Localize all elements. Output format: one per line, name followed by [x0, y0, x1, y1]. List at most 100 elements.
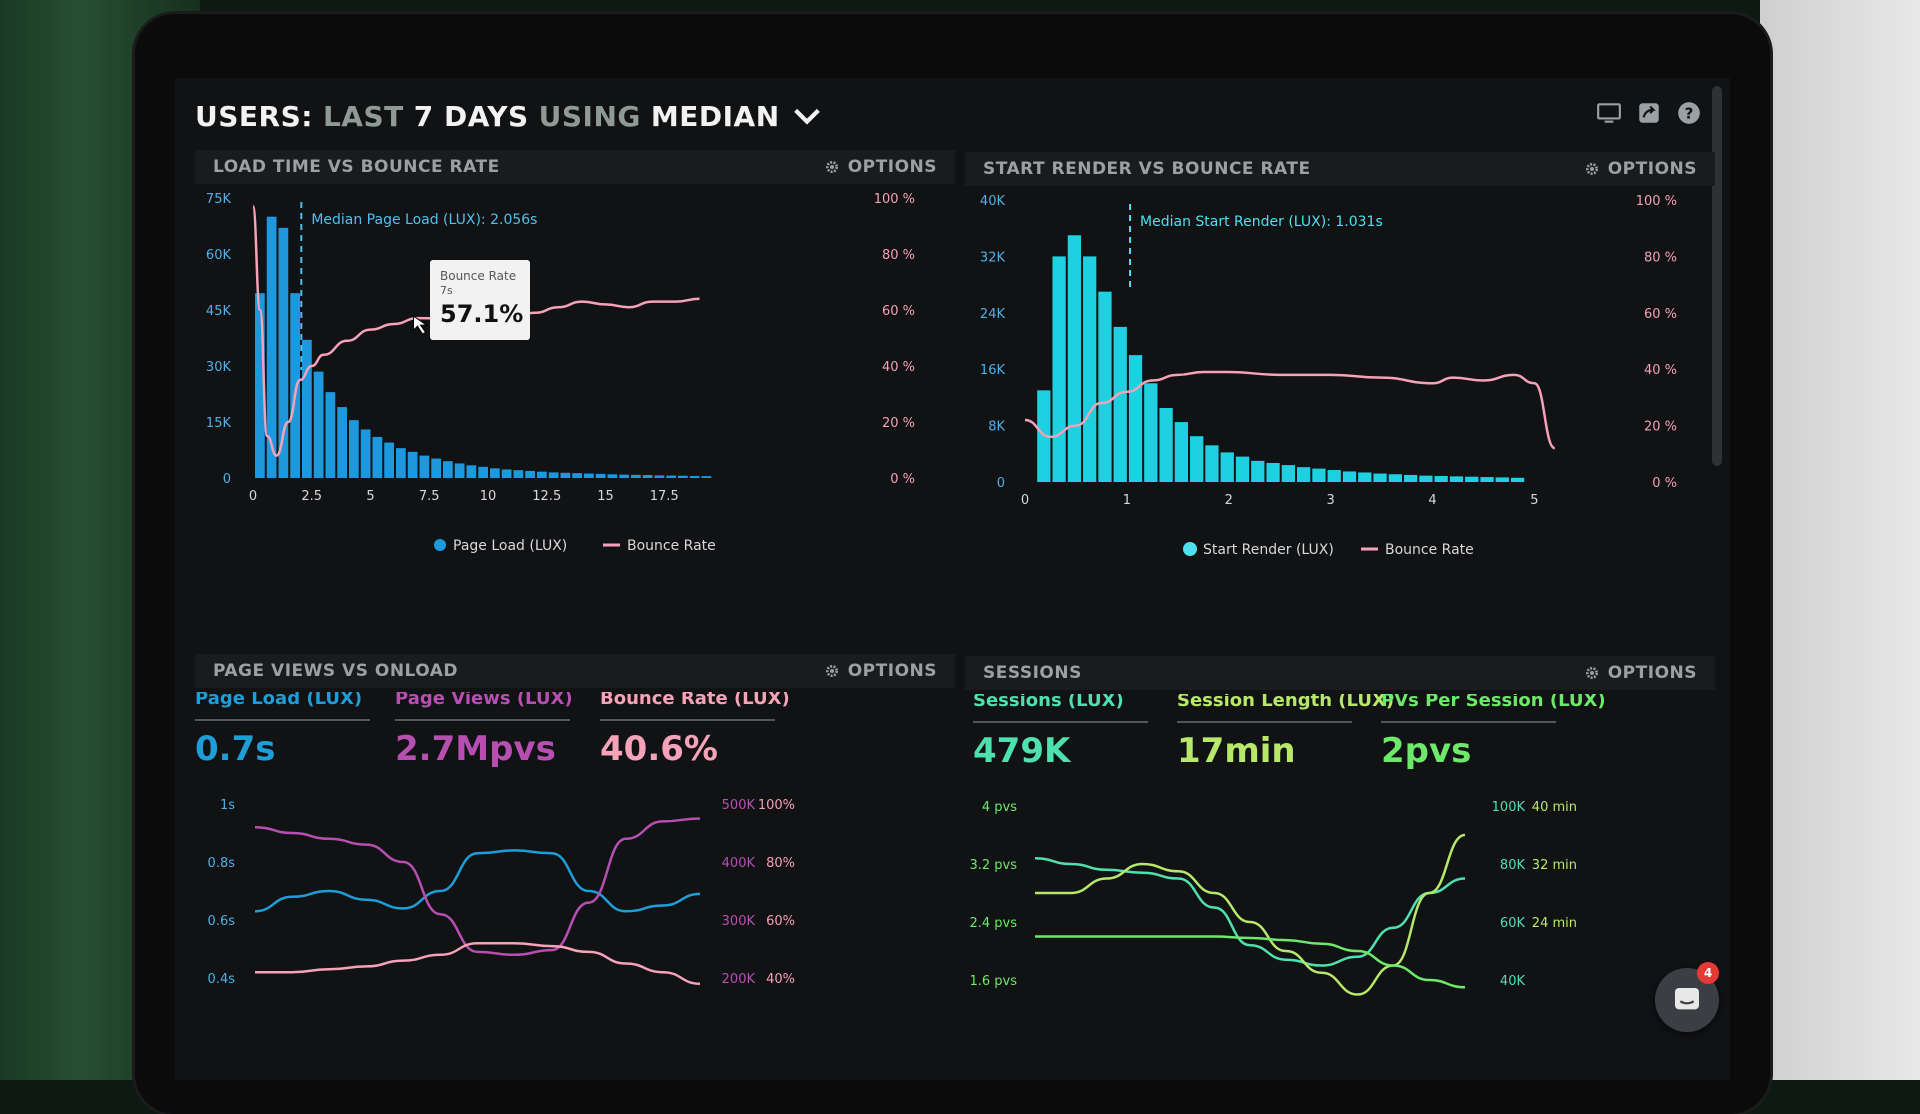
bar	[1266, 462, 1280, 482]
bar	[689, 475, 700, 478]
dashboard-screen: USERS: LAST 7 DAYS USING MEDIAN ? LOAD T…	[175, 78, 1730, 1080]
bar	[1403, 474, 1418, 482]
bar	[525, 470, 535, 478]
y-right-tick: 0 %	[890, 472, 915, 487]
scrollbar[interactable]	[1712, 86, 1722, 466]
title-using: USING	[538, 99, 641, 133]
x-tick: 2.5	[301, 489, 322, 504]
options-button[interactable]: OPTIONS	[824, 157, 937, 177]
legend-label: Start Render (LUX)	[1203, 542, 1334, 558]
y-right-tick: 24 min	[1532, 916, 1577, 931]
monitor-icon[interactable]	[1596, 100, 1622, 126]
y-left-tick: 0.8s	[208, 856, 236, 871]
y-right-tick: 40 %	[1644, 363, 1677, 378]
y-left-tick: 32K	[980, 250, 1006, 265]
x-tick: 15	[597, 489, 614, 504]
bar	[1220, 452, 1234, 482]
y-right-tick: 40%	[766, 972, 795, 987]
page-title[interactable]: USERS: LAST 7 DAYS USING MEDIAN	[195, 96, 824, 136]
notification-badge: 4	[1697, 962, 1719, 984]
bar	[619, 474, 629, 478]
panel-header: LOAD TIME VS BOUNCE RATE OPTIONS	[195, 150, 955, 184]
page-views-chart: Page Load (LUX) 0.7s Page Views (LUX) 2.7Mp…	[195, 692, 795, 987]
options-button[interactable]: OPTIONS	[1584, 663, 1697, 683]
y-left-tick: 0.4s	[208, 972, 236, 987]
y-right-tick: 60 %	[1644, 307, 1677, 322]
y-left-tick: 45K	[206, 304, 232, 319]
bar	[1205, 445, 1219, 482]
x-tick: 1	[1123, 493, 1131, 508]
metric-value: 17min	[1177, 731, 1296, 771]
sessions-chart: Sessions (LUX) 479K Session Length (LUX) 17…	[969, 694, 1606, 996]
help-icon[interactable]: ?	[1676, 100, 1702, 126]
bar	[1174, 422, 1189, 482]
chevron-down-icon[interactable]	[790, 99, 824, 133]
bar	[1480, 477, 1494, 482]
x-tick: 3	[1327, 493, 1335, 508]
options-button[interactable]: OPTIONS	[824, 661, 937, 681]
bar	[325, 392, 336, 478]
bar	[302, 339, 312, 478]
y-right-tick: 20 %	[882, 416, 915, 431]
metric-value: 479K	[973, 731, 1072, 771]
x-tick: 4	[1428, 493, 1436, 508]
y-right-tick: 80%	[766, 856, 795, 871]
bar	[1067, 235, 1082, 482]
bar	[1297, 467, 1311, 482]
bar	[1128, 355, 1143, 482]
bar	[1434, 476, 1448, 482]
bar	[1144, 383, 1158, 482]
bounce-rate-line	[251, 205, 700, 457]
bar	[431, 458, 441, 478]
bar	[266, 216, 277, 478]
metric-value: 0.7s	[195, 729, 275, 769]
share-icon[interactable]	[1636, 100, 1662, 126]
series-line	[254, 849, 701, 913]
series-line	[1034, 856, 1466, 967]
bar	[490, 468, 500, 478]
tooltip-value: 57.1%	[440, 300, 523, 328]
bar	[642, 475, 653, 478]
bounce-rate-line	[1024, 370, 1556, 450]
x-tick: 0	[1021, 493, 1029, 508]
bar	[290, 293, 300, 478]
y-left-tick: 75K	[206, 192, 232, 207]
bar	[313, 371, 324, 478]
bar	[396, 448, 406, 478]
panel-title: LOAD TIME VS BOUNCE RATE	[213, 157, 500, 177]
options-label: OPTIONS	[1607, 663, 1697, 683]
y-left-tick: 40K	[980, 194, 1006, 209]
bar	[537, 471, 547, 478]
options-button[interactable]: OPTIONS	[1584, 159, 1697, 179]
bar	[443, 461, 453, 478]
panel-header: START RENDER VS BOUNCE RATE OPTIONS	[965, 152, 1715, 186]
start-render-chart: 40K 32K 24K 16K 8K 0 100 % 80 % 60 % 40 % 20 % 0 % 0…	[980, 194, 1677, 558]
y-left-tick: 16K	[980, 363, 1006, 378]
bar	[513, 470, 524, 478]
bar	[548, 472, 559, 478]
y-left-tick: 15K	[206, 416, 232, 431]
median-annotation: Median Start Render (LUX): 1.031s	[1140, 214, 1383, 230]
panel-title: SESSIONS	[983, 663, 1082, 683]
bar	[1373, 473, 1387, 482]
metric-value: 2.7Mpvs	[395, 729, 556, 769]
y-mid-tick: 40K	[1500, 974, 1526, 989]
bar	[1388, 474, 1402, 482]
bar	[631, 474, 641, 478]
bar	[654, 475, 665, 478]
x-tick: 12.5	[532, 489, 561, 504]
y-left-tick: 60K	[206, 248, 232, 263]
bar	[478, 466, 488, 478]
bar	[595, 473, 606, 478]
title-last: LAST	[322, 99, 404, 133]
bar	[1190, 436, 1204, 482]
bar	[678, 475, 688, 478]
bar	[1235, 456, 1250, 482]
bar	[666, 475, 676, 478]
legend-label: Page Load (LUX)	[453, 538, 567, 554]
y-right-tick: 100 %	[874, 192, 915, 207]
series-line	[1035, 935, 1466, 989]
gear-icon	[1585, 667, 1598, 679]
panel-sessions: SESSIONS OPTIONS Sessions (LUX) 479K Sessi…	[965, 656, 1715, 1080]
bar	[584, 473, 594, 478]
